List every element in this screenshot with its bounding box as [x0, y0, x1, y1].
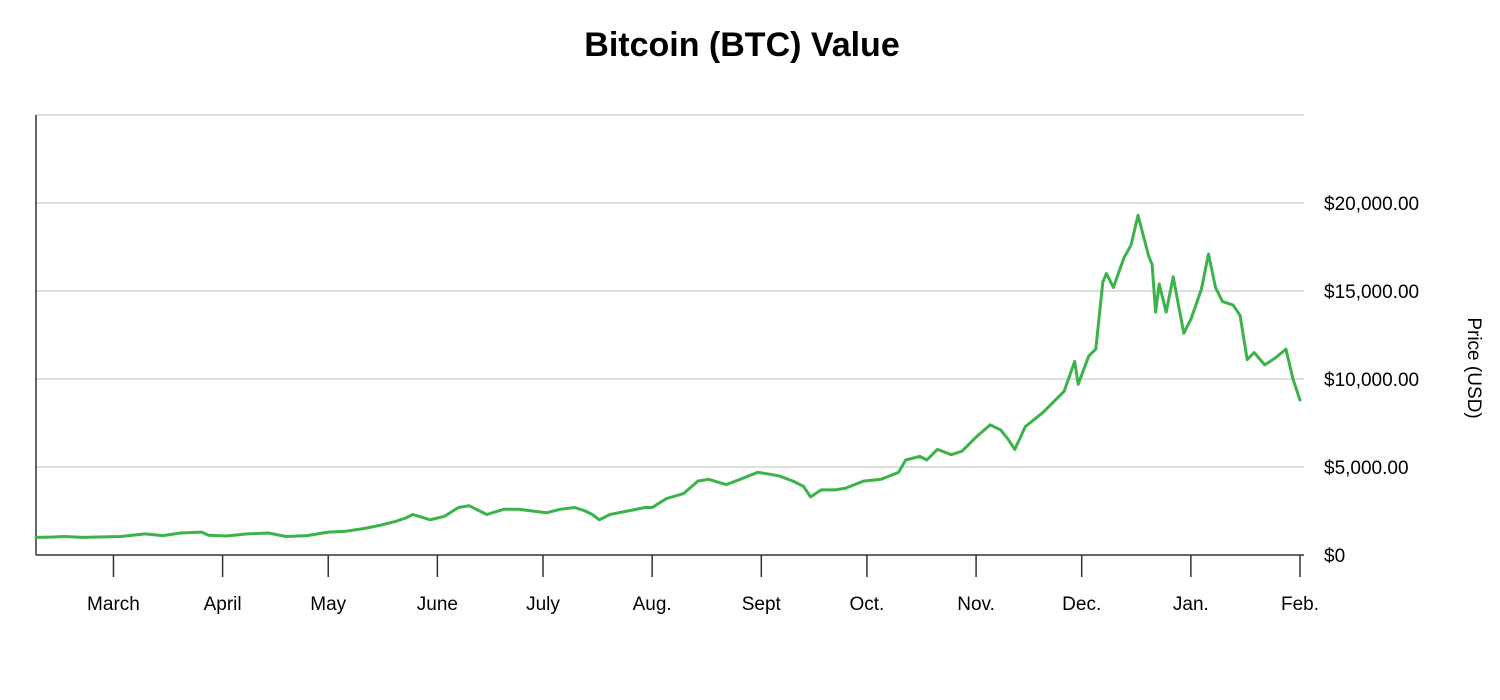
x-tick-label: May	[310, 594, 346, 615]
y-tick-labels: $0 $5,000.00 $10,000.00 $15,000.00 $20,000.0…	[1324, 194, 1419, 567]
y-tick-label: $15,000.00	[1324, 282, 1419, 303]
x-tick-label: Oct.	[850, 594, 885, 615]
y-tick-label: $10,000.00	[1324, 370, 1419, 391]
x-tick-label: March	[87, 594, 140, 615]
x-tick-label: July	[526, 594, 560, 615]
y-tick-label: $5,000.00	[1324, 458, 1409, 479]
y-tick-label: $0	[1324, 546, 1345, 567]
x-tick-label: Feb.	[1281, 594, 1319, 615]
series-line-0	[34, 213, 1302, 539]
series-layer	[34, 213, 1302, 539]
x-tick-label: Dec.	[1062, 594, 1101, 615]
y-tick-label: $20,000.00	[1324, 194, 1419, 215]
x-tick-label: Nov.	[957, 594, 995, 615]
x-tick-labels: March April May June July Aug. Sept Oct. Nov. Dec…	[87, 594, 1319, 615]
x-tick-label: Aug.	[633, 594, 672, 615]
x-tick-label: Sept	[742, 594, 782, 615]
x-tick-label: Jan.	[1173, 594, 1209, 615]
x-tick-label: April	[204, 594, 242, 615]
gridlines	[36, 114, 1304, 468]
y-axis-title: Price (USD)	[1463, 317, 1484, 418]
axes	[35, 115, 1304, 577]
x-tick-label: June	[417, 594, 458, 615]
chart-title: Bitcoin (BTC) Value	[584, 26, 900, 64]
